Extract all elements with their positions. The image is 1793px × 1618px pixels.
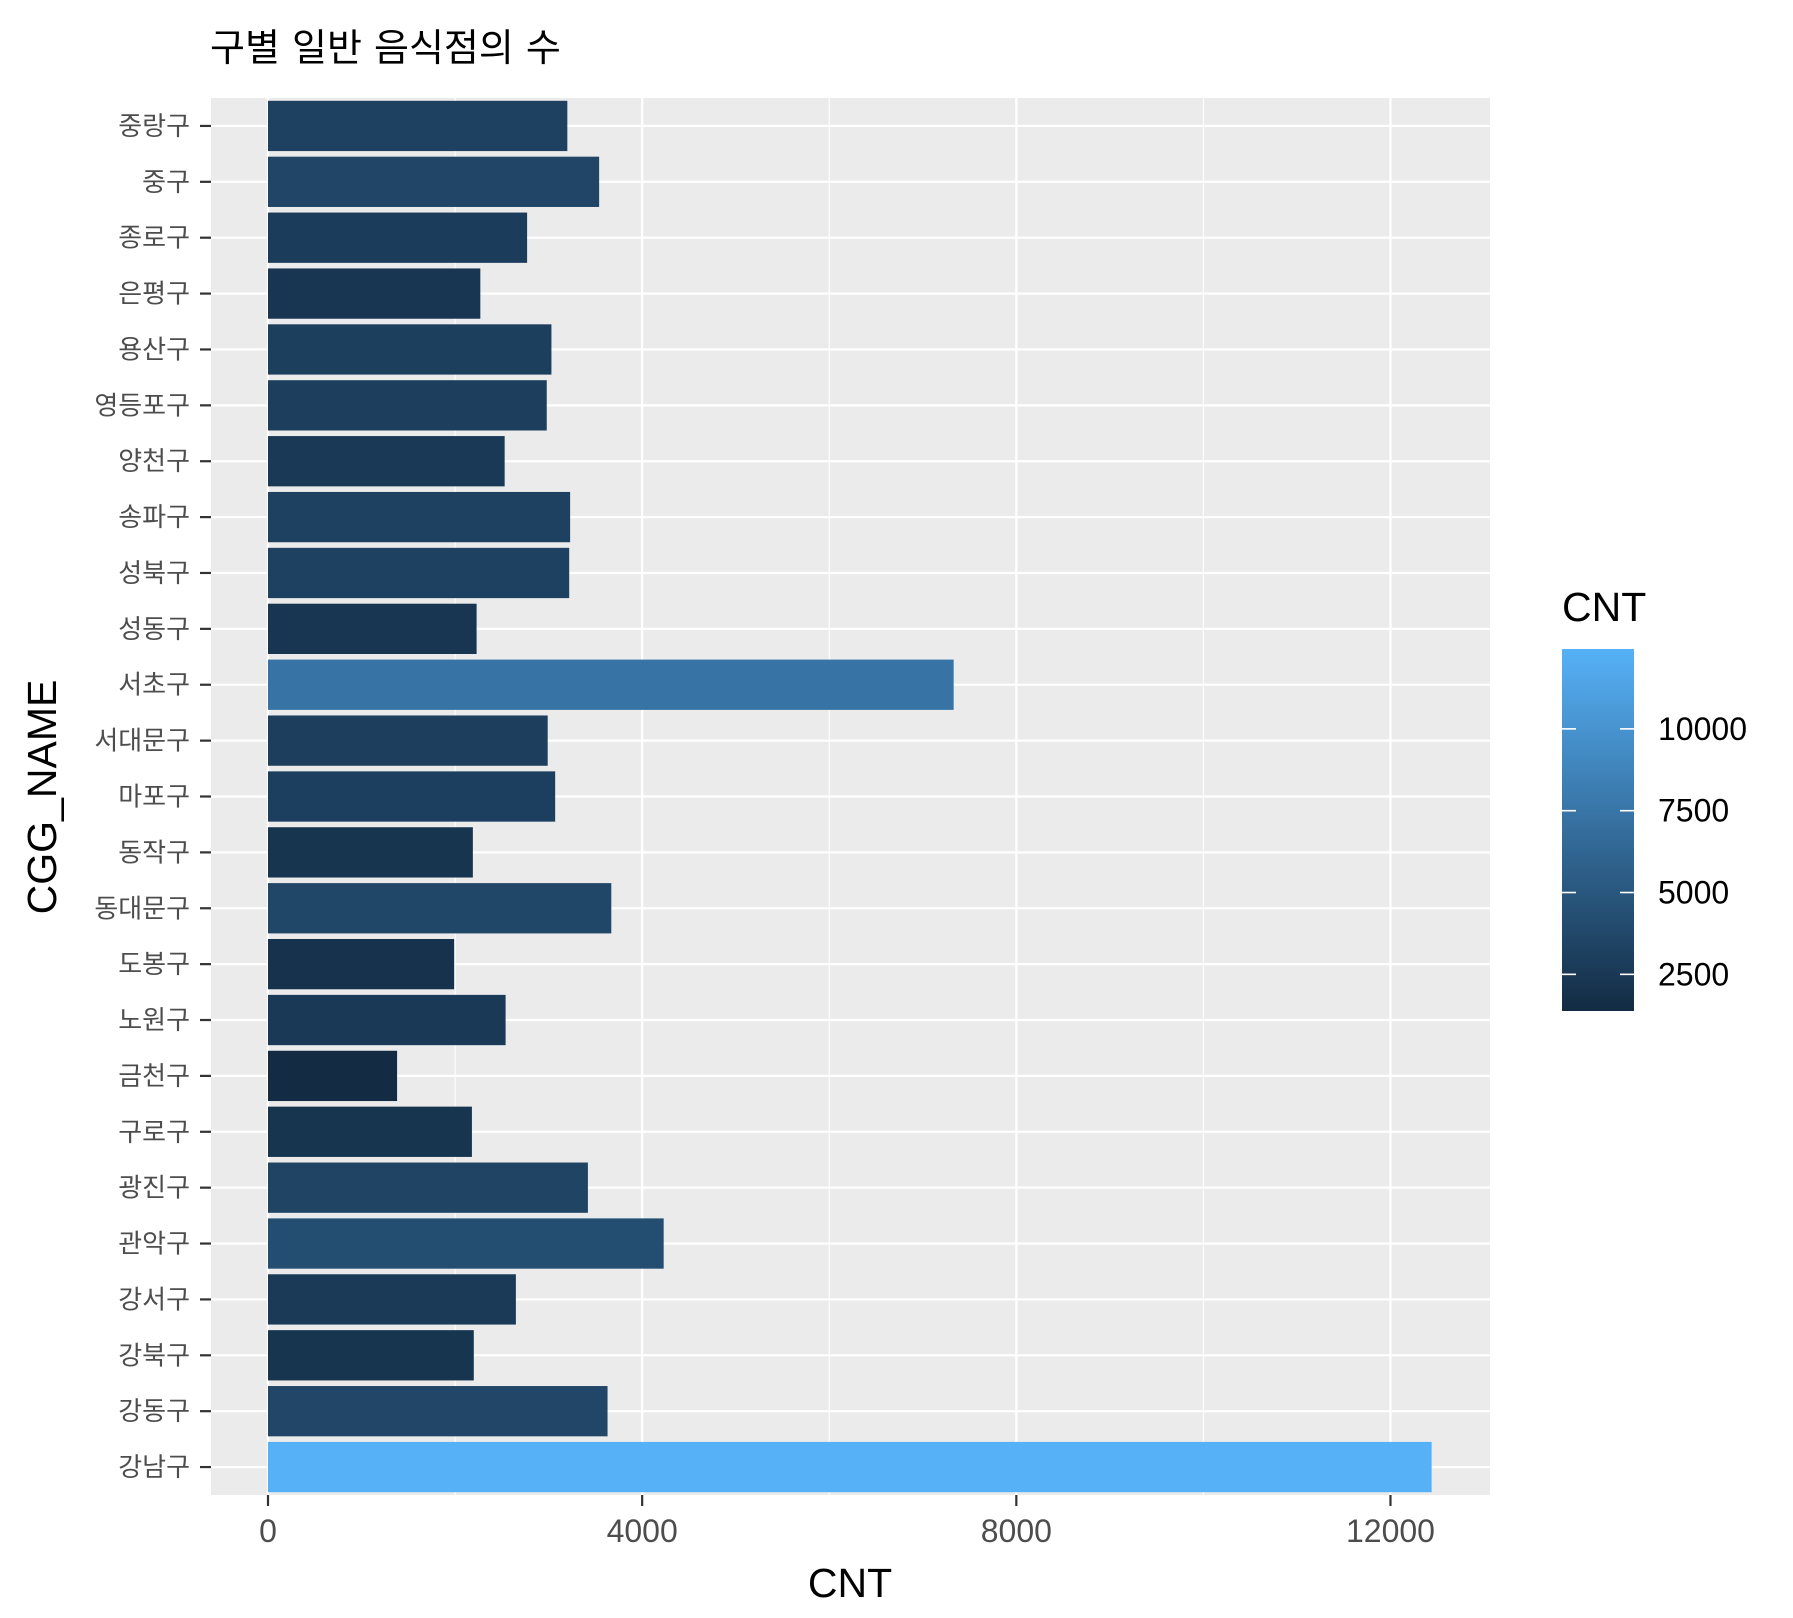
legend-label: 2500 <box>1658 956 1729 992</box>
y-tick-label: 강남구 <box>118 1453 190 1483</box>
y-tick-label: 성동구 <box>118 615 190 645</box>
x-tick-label: 0 <box>259 1513 277 1549</box>
y-axis-title: CGG_NAME <box>19 680 65 915</box>
y-tick-label: 노원구 <box>118 1006 190 1036</box>
y-tick-label: 마포구 <box>118 783 190 813</box>
y-tick-label: 중랑구 <box>118 112 190 142</box>
legend-colorbar <box>1562 649 1634 1011</box>
y-axis-ticks: 강남구 강동구 강북구 강서구 관악구 광진구 구로구 금천구 노원구 도봉구 동대문구 동작구 마포구… <box>94 112 211 1483</box>
bar-강서구 <box>268 1274 516 1325</box>
x-tick-label: 12000 <box>1346 1513 1435 1549</box>
legend-label: 7500 <box>1658 793 1729 829</box>
y-tick-label: 영등포구 <box>94 391 190 421</box>
legend-label: 10000 <box>1658 711 1747 747</box>
y-tick-label: 중구 <box>142 168 190 198</box>
bar-성북구 <box>268 547 570 599</box>
bar-동대문구 <box>268 883 612 934</box>
bar-강북구 <box>268 1330 474 1381</box>
y-tick-label: 강동구 <box>118 1397 190 1427</box>
y-tick-label: 도봉구 <box>118 950 190 980</box>
bar-송파구 <box>268 491 571 543</box>
y-tick-label: 성북구 <box>118 559 190 589</box>
y-tick-label: 서초구 <box>118 671 190 701</box>
bar-종로구 <box>268 212 528 263</box>
y-tick-label: 서대문구 <box>94 727 190 757</box>
bar-성동구 <box>268 603 477 655</box>
bar-구로구 <box>268 1106 472 1157</box>
x-axis-title: CNT <box>808 1560 892 1606</box>
y-tick-label: 동작구 <box>118 838 190 868</box>
x-tick-label: 4000 <box>607 1513 678 1549</box>
bar-중구 <box>268 156 600 207</box>
legend-ticks: 2500 5000 7500 10000 <box>1562 711 1747 992</box>
bar-영등포구 <box>268 380 547 431</box>
bars <box>268 100 1432 1493</box>
bar-강동구 <box>268 1386 608 1437</box>
bar-중랑구 <box>268 100 568 152</box>
bar-관악구 <box>268 1218 664 1269</box>
legend-title: CNT <box>1562 584 1646 630</box>
bar-도봉구 <box>268 938 455 990</box>
y-tick-label: 구로구 <box>118 1118 190 1148</box>
y-tick-label: 관악구 <box>118 1230 190 1260</box>
y-tick-label: 동대문구 <box>94 894 190 924</box>
y-tick-label: 광진구 <box>118 1174 190 1204</box>
bar-서대문구 <box>268 715 548 766</box>
y-tick-label: 송파구 <box>118 503 190 533</box>
bar-강남구 <box>268 1441 1432 1493</box>
y-tick-label: 종로구 <box>118 224 190 254</box>
bar-광진구 <box>268 1162 588 1213</box>
bar-동작구 <box>268 827 473 878</box>
x-tick-label: 8000 <box>981 1513 1052 1549</box>
bar-노원구 <box>268 994 506 1046</box>
chart-title: 구별 일반 음식점의 수 <box>210 26 561 70</box>
y-tick-label: 강북구 <box>118 1341 190 1371</box>
bar-은평구 <box>268 268 481 319</box>
legend: CNT 2500 5000 7500 10000 <box>1562 584 1747 1011</box>
bar-금천구 <box>268 1050 398 1102</box>
bar-마포구 <box>268 771 556 822</box>
bar-서초구 <box>268 659 954 710</box>
y-tick-label: 용산구 <box>118 335 190 365</box>
x-axis-ticks: 0 4000 8000 12000 <box>259 1495 1435 1549</box>
legend-label: 5000 <box>1658 875 1729 911</box>
y-tick-label: 금천구 <box>118 1062 190 1092</box>
bar-양천구 <box>268 436 505 487</box>
y-tick-label: 은평구 <box>118 280 190 310</box>
bar-용산구 <box>268 324 552 375</box>
y-tick-label: 양천구 <box>118 447 190 477</box>
y-tick-label: 강서구 <box>118 1285 190 1315</box>
